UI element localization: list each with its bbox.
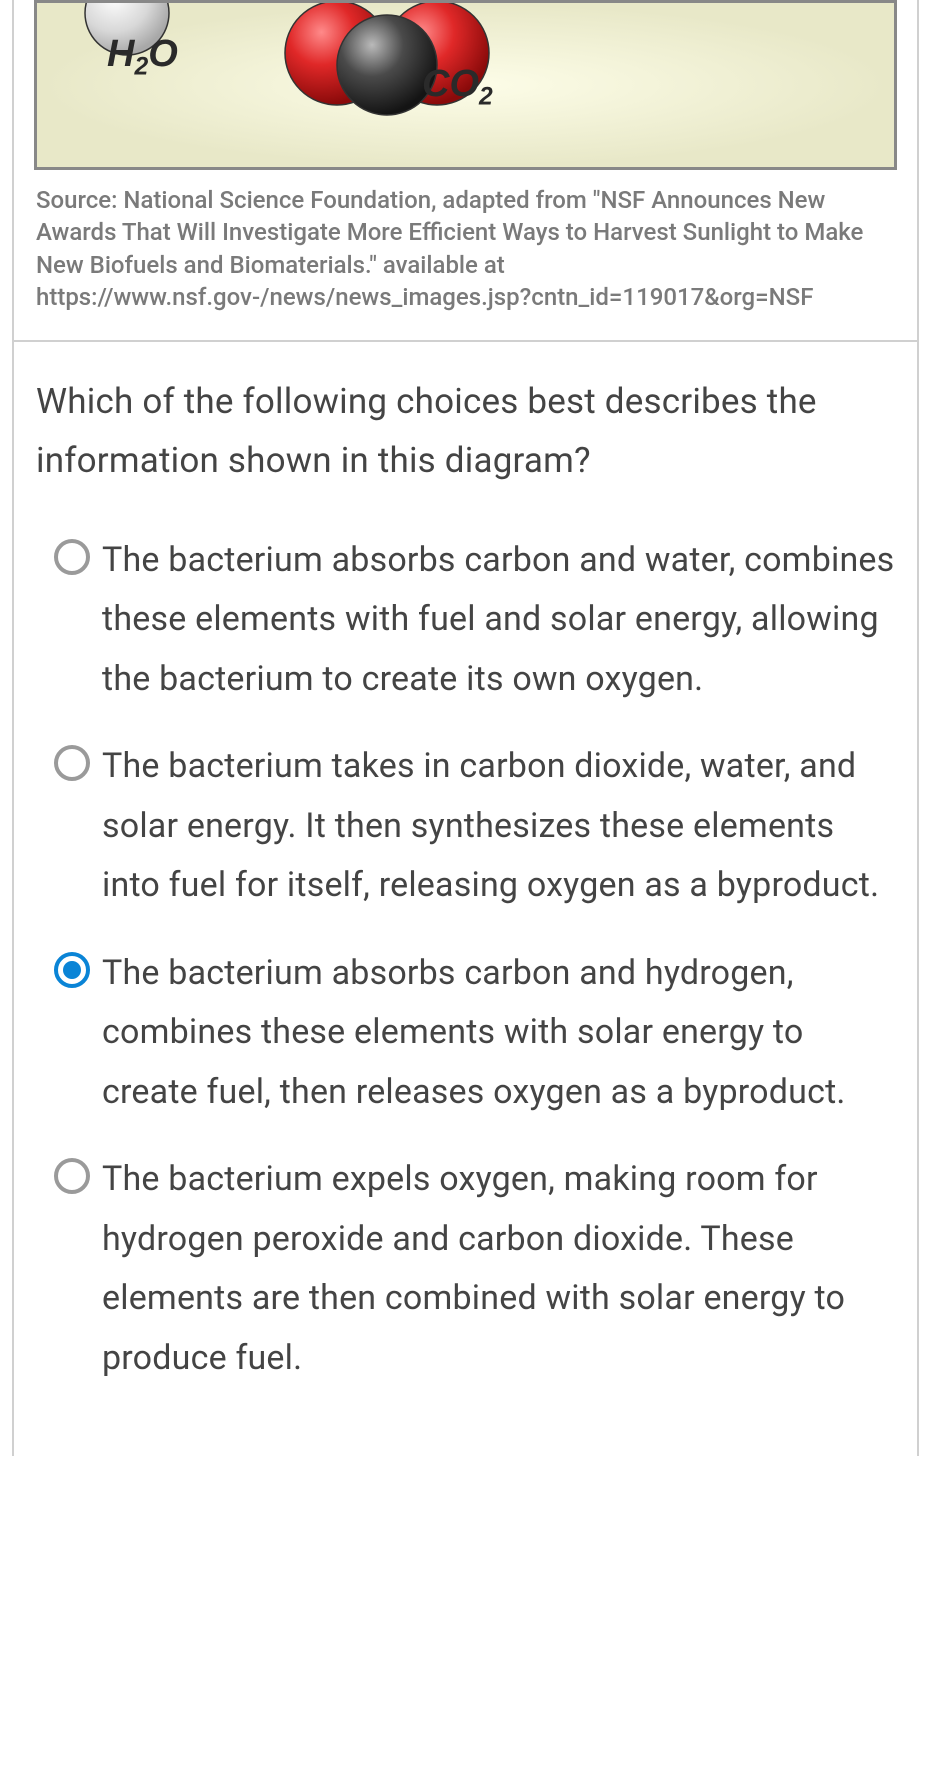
- diagram-section: H2O CO2 Source: National Science Foundat…: [14, 0, 917, 342]
- co2-label: CO2: [422, 63, 493, 112]
- molecule-diagram: H2O CO2: [34, 0, 897, 170]
- choice-row: The bacterium absorbs carbon and water, …: [54, 531, 895, 710]
- choice-row: The bacterium absorbs carbon and hydroge…: [54, 944, 895, 1123]
- radio-button[interactable]: [54, 745, 90, 781]
- radio-wrap: [54, 531, 102, 575]
- answer-choices: The bacterium absorbs carbon and water, …: [36, 531, 895, 1389]
- choice-row: The bacterium takes in carbon dioxide, w…: [54, 737, 895, 916]
- choice-row: The bacterium expels oxygen, making room…: [54, 1150, 895, 1388]
- radio-wrap: [54, 737, 102, 781]
- question-card: H2O CO2 Source: National Science Foundat…: [12, 0, 919, 1456]
- choice-text: The bacterium absorbs carbon and hydroge…: [102, 944, 895, 1123]
- choice-text: The bacterium expels oxygen, making room…: [102, 1150, 895, 1388]
- radio-wrap: [54, 1150, 102, 1194]
- source-citation: Source: National Science Foundation, ada…: [34, 170, 897, 320]
- radio-button[interactable]: [54, 1158, 90, 1194]
- question-section: Which of the following choices best desc…: [14, 342, 917, 1457]
- choice-text: The bacterium takes in carbon dioxide, w…: [102, 737, 895, 916]
- choice-text: The bacterium absorbs carbon and water, …: [102, 531, 895, 710]
- h2o-label: H2O: [107, 33, 178, 82]
- question-prompt: Which of the following choices best desc…: [36, 372, 895, 491]
- radio-button[interactable]: [54, 539, 90, 575]
- radio-wrap: [54, 944, 102, 988]
- radio-button[interactable]: [54, 952, 90, 988]
